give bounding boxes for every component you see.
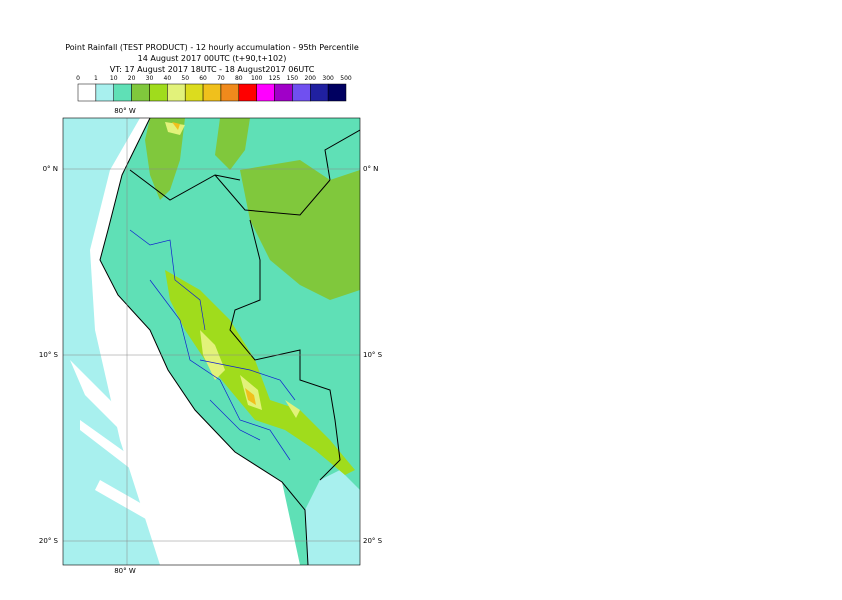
lat-label: 20° S (39, 537, 59, 545)
lon-label: 80° W (114, 567, 136, 575)
subtitle: 14 August 2017 00UTC (t+90,t+102) (138, 54, 287, 63)
legend-swatch (77, 83, 97, 102)
legend-swatch (167, 83, 186, 102)
legend-level: 0 (76, 75, 80, 82)
subtitle: VT: 17 August 2017 18UTC - 18 August2017… (110, 65, 315, 74)
legend: 0 1 10 20 30 40 50 60 70 80 100 125 150 200 300 500 (76, 75, 352, 102)
legend-level: 70 (217, 75, 225, 82)
lat-label: 10° S (39, 351, 59, 359)
map-frame (62, 117, 361, 566)
title: Point Rainfall (TEST PRODUCT) - 12 hourl… (65, 43, 359, 52)
legend-level: 30 (146, 75, 154, 82)
lat-label: 0° N (43, 165, 58, 173)
legend-level: 50 (181, 75, 189, 82)
legend-level: 150 (287, 75, 299, 82)
legend-swatch (292, 83, 311, 102)
legend-level: 20 (128, 75, 136, 82)
legend-level: 80 (235, 75, 243, 82)
legend-level: 125 (269, 75, 281, 82)
legend-swatch (327, 83, 347, 102)
legend-level: 500 (340, 75, 352, 82)
lat-label: 0° N (363, 165, 378, 173)
legend-swatch (184, 83, 204, 102)
legend-swatch (131, 83, 150, 102)
legend-level: 10 (110, 75, 118, 82)
lat-label: 10° S (363, 351, 383, 359)
legend-swatch (274, 83, 293, 102)
legend-level: 60 (199, 75, 207, 82)
lat-label: 20° S (363, 537, 383, 545)
lon-label: 80° W (114, 107, 136, 115)
legend-swatch (256, 83, 275, 102)
legend-level: 300 (322, 75, 334, 82)
legend-swatch (113, 83, 132, 102)
legend-level: 1 (94, 75, 98, 82)
map (63, 118, 360, 565)
legend-swatch (149, 83, 168, 102)
legend-level: 200 (305, 75, 317, 82)
legend-level: 100 (251, 75, 263, 82)
legend-level: 40 (164, 75, 172, 82)
legend-swatch (238, 83, 257, 102)
legend-swatch (202, 83, 222, 102)
legend-swatch (95, 83, 114, 102)
legend-swatch (310, 83, 329, 102)
legend-swatch (220, 83, 240, 102)
